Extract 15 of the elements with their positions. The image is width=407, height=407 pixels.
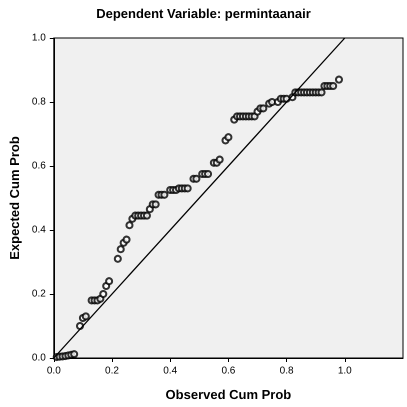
y-tick-label: 0.6 xyxy=(32,160,46,172)
x-axis-title: Observed Cum Prob xyxy=(166,387,292,402)
chart-title: Dependent Variable: permintaanair xyxy=(96,6,311,21)
y-tick-label: 0.2 xyxy=(32,288,46,300)
x-tick-label: 0.2 xyxy=(105,366,120,376)
x-tick-label: 0.0 xyxy=(46,366,62,376)
x-tick-label: 0.4 xyxy=(163,366,178,376)
y-tick-label: 0.0 xyxy=(32,352,46,364)
y-tick-label: 1.0 xyxy=(32,32,46,44)
x-tick-label: 1.0 xyxy=(338,366,352,376)
x-tick-label: 0.6 xyxy=(221,366,236,376)
y-tick-label: 0.8 xyxy=(32,96,46,108)
y-tick-label: 0.4 xyxy=(32,224,46,236)
y-axis-title: Expected Cum Prob xyxy=(7,136,22,260)
x-tick-label: 0.8 xyxy=(280,366,294,376)
